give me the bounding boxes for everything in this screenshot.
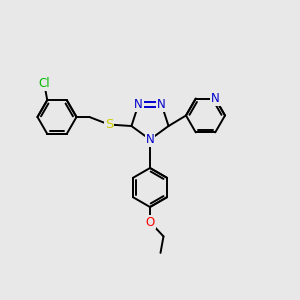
Text: N: N <box>157 98 166 111</box>
Text: O: O <box>146 215 154 229</box>
Text: N: N <box>211 92 220 105</box>
Text: Cl: Cl <box>38 77 50 90</box>
Text: N: N <box>146 133 154 146</box>
Text: N: N <box>134 98 143 111</box>
Text: S: S <box>105 118 113 131</box>
